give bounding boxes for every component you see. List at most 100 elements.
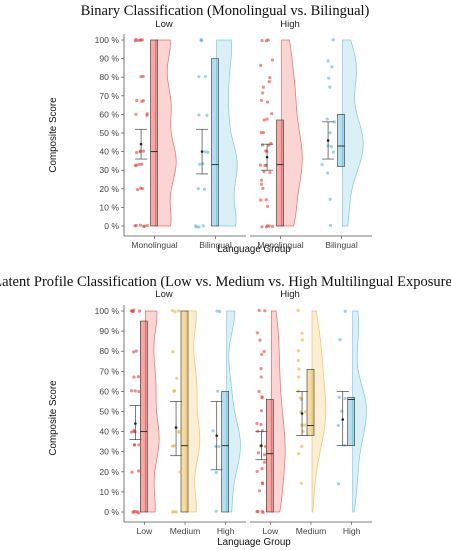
data-point (133, 39, 138, 43)
data-point (257, 389, 261, 394)
group-monolingual: Monolingual (257, 38, 304, 250)
data-point (256, 510, 260, 514)
y-tick-label: 100 % (95, 306, 120, 316)
data-point (259, 98, 264, 103)
group-bilingual: Bilingual (193, 38, 238, 250)
x-tick-label: Medium (170, 526, 201, 536)
mean-marker (265, 155, 269, 159)
data-point (140, 187, 145, 191)
data-point (330, 65, 334, 69)
data-point (262, 349, 266, 354)
data-point (264, 225, 269, 229)
facet-panel-low: Low Low Medium High (124, 289, 246, 536)
data-point (175, 376, 179, 380)
mean-marker (139, 142, 143, 146)
data-point (300, 331, 304, 335)
boxplot-box (150, 39, 158, 227)
data-point (262, 460, 267, 464)
density-cloud (155, 39, 177, 227)
y-tick-label: 70 % (99, 91, 119, 101)
data-point (177, 309, 181, 313)
data-point (325, 117, 329, 121)
data-point (326, 59, 330, 63)
data-point (302, 423, 307, 427)
y-tick-label: 0 % (104, 221, 119, 231)
y-tick-label: 50 % (99, 128, 119, 138)
group-monolingual: Monolingual (131, 37, 178, 250)
y-tick-label: 10 % (99, 202, 119, 212)
data-point (255, 421, 259, 426)
boxplot-box (180, 310, 189, 513)
mean-marker (215, 434, 219, 437)
data-point (258, 338, 262, 342)
x-tick-label: High (343, 526, 361, 536)
data-point (133, 389, 137, 393)
data-point (145, 224, 149, 228)
data-point (263, 444, 268, 449)
data-point (267, 80, 271, 84)
data-point (258, 163, 263, 167)
facet-label: Low (155, 289, 173, 300)
data-point (218, 309, 222, 314)
data-point (296, 375, 301, 379)
data-point (259, 63, 263, 67)
density-cloud (281, 39, 303, 227)
density-cloud (342, 39, 364, 227)
data-point (303, 410, 308, 414)
facet-panel-high: High Monolingual Bilingual (250, 19, 372, 250)
data-point (201, 162, 205, 166)
data-point (329, 144, 334, 149)
data-point (134, 112, 138, 116)
y-tick-label: 100 % (95, 35, 120, 45)
boxplot-box (211, 58, 219, 227)
facet-label: High (280, 19, 300, 30)
data-point (138, 149, 142, 153)
x-tick-label: Monolingual (131, 240, 177, 250)
data-point (135, 98, 139, 103)
density-cloud (226, 310, 241, 513)
data-point (134, 349, 138, 353)
data-point (268, 170, 272, 174)
binary-classification-chart: Binary Classification (Monolingual vs. B… (48, 3, 372, 255)
data-point (173, 310, 177, 314)
data-point (256, 451, 261, 455)
x-tick-label: High (217, 526, 235, 536)
data-point (215, 309, 219, 313)
data-point (140, 162, 144, 166)
y-tick-label: 50 % (99, 407, 119, 417)
data-point (137, 443, 141, 447)
x-axis-label: Language Group (217, 537, 291, 548)
data-point (257, 308, 261, 313)
data-point (132, 443, 136, 447)
y-tick-label: 90 % (99, 54, 119, 64)
data-point (141, 149, 145, 153)
data-point (296, 358, 300, 363)
data-point (132, 375, 136, 379)
data-point (174, 510, 179, 514)
data-point (338, 338, 342, 342)
y-tick-label: 80 % (99, 72, 119, 82)
boxplot-box (276, 119, 284, 227)
mean-marker (134, 422, 137, 425)
data-point (262, 118, 266, 122)
data-point (336, 482, 341, 486)
group-low: Low (129, 308, 160, 536)
data-point (270, 224, 275, 228)
mean-marker (200, 150, 204, 153)
data-point (255, 469, 259, 474)
data-point (198, 162, 202, 166)
boxplot-box (306, 368, 315, 436)
data-point (203, 74, 207, 79)
group-medium: Medium (170, 308, 201, 536)
data-point (260, 482, 265, 486)
group-low: Low (255, 308, 286, 536)
boxplot-box (140, 320, 148, 513)
data-point (260, 396, 264, 400)
x-tick-label: Low (262, 526, 279, 536)
data-point (260, 225, 264, 229)
y-tick-label: 80 % (99, 346, 119, 356)
data-point (328, 197, 332, 201)
data-point (300, 338, 304, 342)
data-point (196, 186, 200, 191)
